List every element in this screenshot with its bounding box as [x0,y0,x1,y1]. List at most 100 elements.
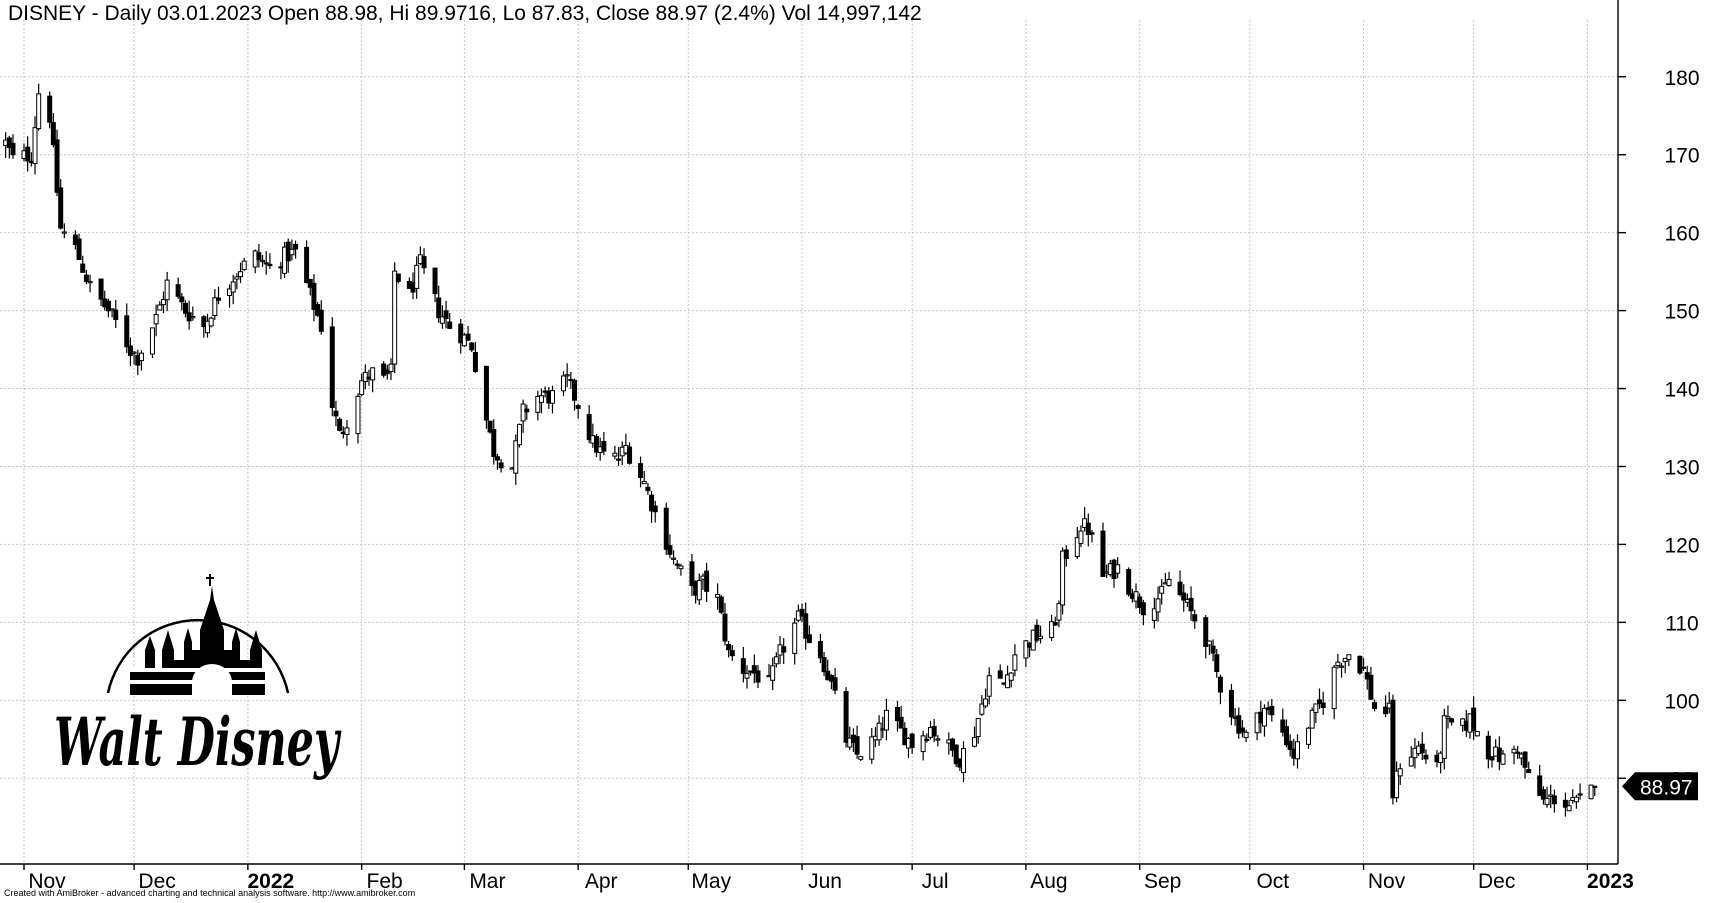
candle-down [668,546,672,555]
candle-up [393,271,397,364]
y-tick-label: 100 [1664,690,1699,713]
candle-down [305,247,309,282]
candle-down [573,380,577,400]
candle-down [422,257,426,268]
candle-down [1321,703,1325,707]
candle-down [1288,741,1292,749]
y-tick-label: 170 [1664,145,1699,168]
candle-up [517,424,521,444]
candle-down [448,322,452,328]
walt-disney-logo: Walt Disney [54,574,342,781]
candle-up [415,265,419,288]
candle-up [1475,732,1479,736]
candle-down [294,244,298,249]
candle-up [984,699,988,706]
candle-up [33,128,37,164]
candle-up [1009,673,1013,680]
candle-down [741,659,745,674]
candle-down [782,647,786,652]
candle-down [730,651,734,656]
candle-down [77,239,81,260]
candle-up [539,396,543,403]
candle-down [114,310,118,319]
candle-up [859,757,863,760]
candle-up [154,314,158,323]
candle-down [484,366,488,420]
candle-up [345,428,349,435]
x-tick-label: Dec [1478,870,1515,893]
candle-up [1409,757,1413,766]
candle-down [334,411,338,416]
candle-up [884,710,888,730]
candle-up [987,676,991,697]
candle-down [180,297,184,302]
x-tick-label: Mar [469,870,505,893]
candle-down [998,671,1002,678]
candle-down [1450,719,1454,722]
candle-up [1446,717,1450,719]
candle-up [561,376,565,391]
candle-up [642,481,646,483]
candle-down [1516,752,1520,753]
x-tick-label: Nov [1368,870,1406,893]
candle-down [338,419,342,430]
candle-down [1215,655,1219,672]
candle-down [719,597,723,612]
x-tick-label: Apr [585,870,618,893]
y-tick-label: 110 [1665,612,1698,635]
candle-down [257,253,261,260]
candle-up [1501,754,1505,764]
candle-down [59,188,63,228]
candle-down [466,334,470,340]
candle-down [1523,752,1527,767]
x-tick-label: Jul [922,870,949,893]
candle-down [433,268,437,294]
candle-up [165,280,169,300]
candle-down [11,143,15,154]
candle-up [139,353,143,360]
candle-down [925,739,929,740]
candle-down [855,737,859,755]
candle-up [613,453,617,456]
candle-down [639,464,643,478]
candle-up [158,305,162,310]
x-tick-label: Sep [1144,870,1181,893]
candle-up [1116,565,1120,573]
candle-up [1160,586,1164,593]
footer-credit: Created with AmiBroker - advanced charti… [4,888,415,898]
candle-up [976,718,980,736]
last-price-label: 88.97 [1640,776,1693,799]
candle-down [653,506,657,512]
candle-down [26,147,30,161]
candle-up [209,318,213,326]
candle-down [723,614,727,641]
candle-up [745,674,749,679]
candle-down [932,726,936,736]
candle-up [1307,728,1311,744]
candle-down [646,487,650,490]
candle-down [492,429,496,456]
candle-up [191,316,195,317]
candle-down [844,692,848,743]
candle-down [1127,570,1131,595]
candle-up [1013,655,1017,670]
candle-down [55,140,59,192]
candle-up [1332,667,1336,708]
candle-up [514,441,518,473]
candle-up [235,277,239,279]
castle-icon [108,574,288,695]
candle-up [161,300,165,305]
candle-down [48,96,52,122]
candle-down [1420,744,1424,753]
candle-up [936,739,940,740]
candle-up [132,352,136,353]
candle-down [81,264,85,272]
candle-up [921,736,925,752]
candle-up [239,272,243,277]
candle-down [675,564,679,565]
candle-up [371,368,375,380]
candle-up [1442,716,1446,759]
candle-up [1545,798,1549,804]
candle-down [396,274,400,281]
candle-up [360,381,364,395]
